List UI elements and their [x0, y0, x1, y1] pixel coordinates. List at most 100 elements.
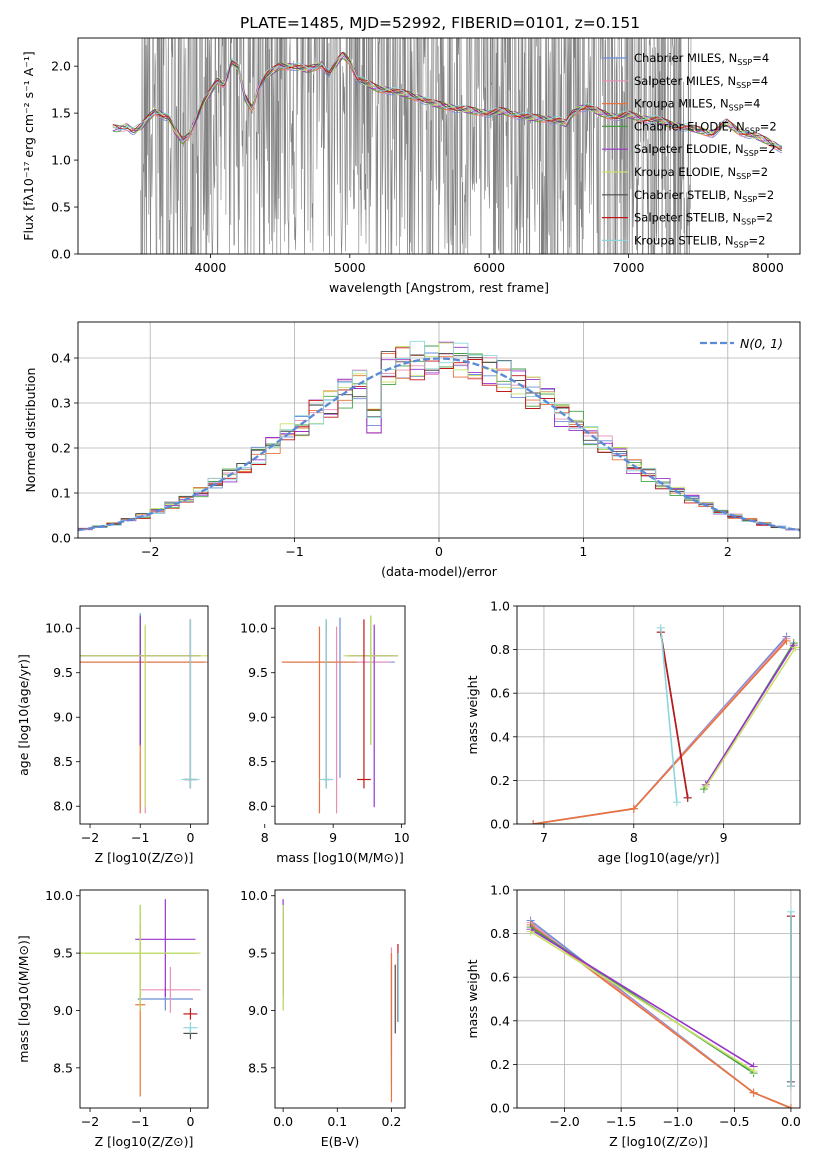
- legend-tail: =2: [759, 142, 776, 156]
- legend-label: Kroupa STELIB, NSSP=2: [634, 233, 765, 249]
- y-tick-label: 0.4: [490, 1013, 510, 1028]
- legend-tail: =2: [749, 233, 766, 247]
- x-tick-label: −0.5: [719, 1114, 749, 1129]
- legend-label: Kroupa ELODIE, NSSP=2: [634, 165, 768, 181]
- y-tick-label: 0.2: [490, 773, 510, 788]
- y-tick-label: 9.0: [53, 1003, 73, 1018]
- legend-tail: =2: [760, 119, 777, 133]
- y-tick-label: 1.0: [490, 599, 510, 614]
- series-line: [530, 928, 755, 1068]
- series-line: [533, 635, 788, 824]
- y-tick-label: 0.0: [490, 817, 510, 832]
- legend-sub: SSP: [745, 126, 760, 135]
- legend-text: Kroupa ELODIE, N: [634, 165, 736, 179]
- x-tick-label: 10: [394, 830, 410, 845]
- legend-text: Chabrier STELIB, N: [634, 188, 742, 202]
- model-line: [112, 54, 782, 146]
- legend-tail: =4: [751, 74, 768, 88]
- legend-sub: SSP: [744, 149, 759, 158]
- panel-residuals: −2 −1 0 1 2 0.0 0.1 0.2 0.3 0.4 (data-model)/error…: [23, 321, 801, 579]
- y-tick-label: 0.8: [490, 926, 510, 941]
- y-axis-label: age [log10(age/yr)]: [16, 654, 31, 776]
- y-tick-label: 8.5: [248, 754, 268, 769]
- y-tick-label: 9.5: [248, 946, 268, 961]
- legend-sub: SSP: [737, 58, 752, 67]
- x-axis-label: Z [log10(Z/Z⊙)]: [609, 1134, 708, 1149]
- series-line: [533, 640, 788, 824]
- y-tick-label: 8.5: [53, 754, 73, 769]
- series-line: [705, 644, 795, 786]
- axes-frame: [77, 37, 801, 255]
- axes-frame: [516, 889, 801, 1109]
- x-axis-label: E(B-V): [321, 1134, 360, 1149]
- legend-sub: SSP: [742, 195, 757, 204]
- x-tick-label: 0.1: [327, 1114, 347, 1129]
- x-tick-label: −1: [131, 830, 149, 845]
- legend-label: Salpeter MILES, NSSP=4: [634, 74, 768, 90]
- x-tick-label: −1: [285, 544, 303, 559]
- x-tick-label: −1.5: [606, 1114, 636, 1129]
- legend-text: Chabrier MILES, N: [634, 51, 737, 65]
- histogram-step: [78, 342, 800, 530]
- y-tick-label: 0.0: [490, 1101, 510, 1116]
- series-line: [659, 632, 689, 798]
- y-tick-label: 9.0: [248, 710, 268, 725]
- histogram-step: [78, 341, 800, 531]
- y-tick-label: 9.5: [53, 946, 73, 961]
- x-tick-label: 8000: [752, 260, 784, 275]
- series-line: [659, 627, 678, 803]
- x-axis-label: Z [log10(Z/Z⊙)]: [95, 850, 194, 865]
- legend-text: Chabrier ELODIE, N: [634, 119, 745, 133]
- x-tick-label: 0.0: [781, 1114, 801, 1129]
- series-line: [533, 638, 788, 824]
- legend-label: Chabrier ELODIE, NSSP=2: [634, 119, 777, 135]
- x-tick-label: 9: [329, 830, 337, 845]
- plot-area: [78, 322, 800, 538]
- x-tick-label: −1: [131, 1114, 149, 1129]
- x-tick-label: 0: [435, 544, 443, 559]
- axes-frame: [79, 605, 209, 825]
- y-tick-label: 8.0: [53, 799, 73, 814]
- y-axis-label: mass weight: [465, 675, 480, 754]
- x-tick-label: 8: [261, 830, 269, 845]
- panel-weight-vs-age: 7 8 9 0.0 0.2 0.4 0.6 0.8 1.0 age [log10(age/yr)]…: [465, 599, 801, 865]
- legend-sub: SSP: [729, 104, 744, 113]
- legend: N(0, 1): [700, 336, 783, 351]
- y-tick-label: 10.0: [45, 621, 73, 636]
- y-tick-label: 0.2: [490, 1057, 510, 1072]
- y-tick-label: 8.5: [248, 1060, 268, 1075]
- normal-curve: [78, 357, 800, 532]
- legend-text: Kroupa MILES, N: [634, 97, 729, 111]
- panel-age-vs-Z: −2 −1 0 8.0 8.5 9.0 9.5 10.0 Z [log10(Z/Z⊙)] age …: [16, 605, 209, 865]
- legend-sub: SSP: [741, 218, 756, 227]
- y-tick-label: 2.0: [51, 59, 71, 74]
- y-tick-label: 0.6: [490, 686, 510, 701]
- series-line: [705, 646, 797, 788]
- y-tick-label: 1.5: [51, 106, 71, 121]
- x-tick-label: 0: [186, 1114, 194, 1129]
- x-tick-label: 7000: [613, 260, 645, 275]
- y-tick-label: 8.5: [53, 1060, 73, 1075]
- x-tick-label: 1: [579, 544, 587, 559]
- panel-mass-vs-Z: −2 −1 0 8.5 9.0 9.5 10.0 Z [log10(Z/Z⊙)] mass [l…: [16, 888, 209, 1149]
- y-tick-label: 0.0: [51, 531, 71, 546]
- legend-sub: SSP: [736, 172, 751, 181]
- y-tick-label: 1.0: [51, 153, 71, 168]
- x-tick-label: −2: [81, 1114, 99, 1129]
- legend-tail: =4: [752, 51, 769, 65]
- axes-frame: [516, 605, 801, 825]
- legend-label: Salpeter ELODIE, NSSP=2: [634, 142, 776, 158]
- series-line: [530, 930, 755, 1072]
- x-tick-label: 0.2: [382, 1114, 402, 1129]
- panel-age-vs-mass: 8 9 10 8.0 8.5 9.0 9.5 10.0 mass [log10(M/M⊙)]: [240, 605, 410, 865]
- legend-sub: SSP: [736, 81, 751, 90]
- legend-tail: =2: [756, 211, 773, 225]
- y-tick-label: 10.0: [240, 888, 268, 903]
- legend-sub: SSP: [734, 240, 749, 249]
- axes-frame: [77, 321, 801, 539]
- x-tick-label: 6000: [473, 260, 505, 275]
- y-tick-label: 0.5: [51, 200, 71, 215]
- y-tick-label: 0.6: [490, 970, 510, 985]
